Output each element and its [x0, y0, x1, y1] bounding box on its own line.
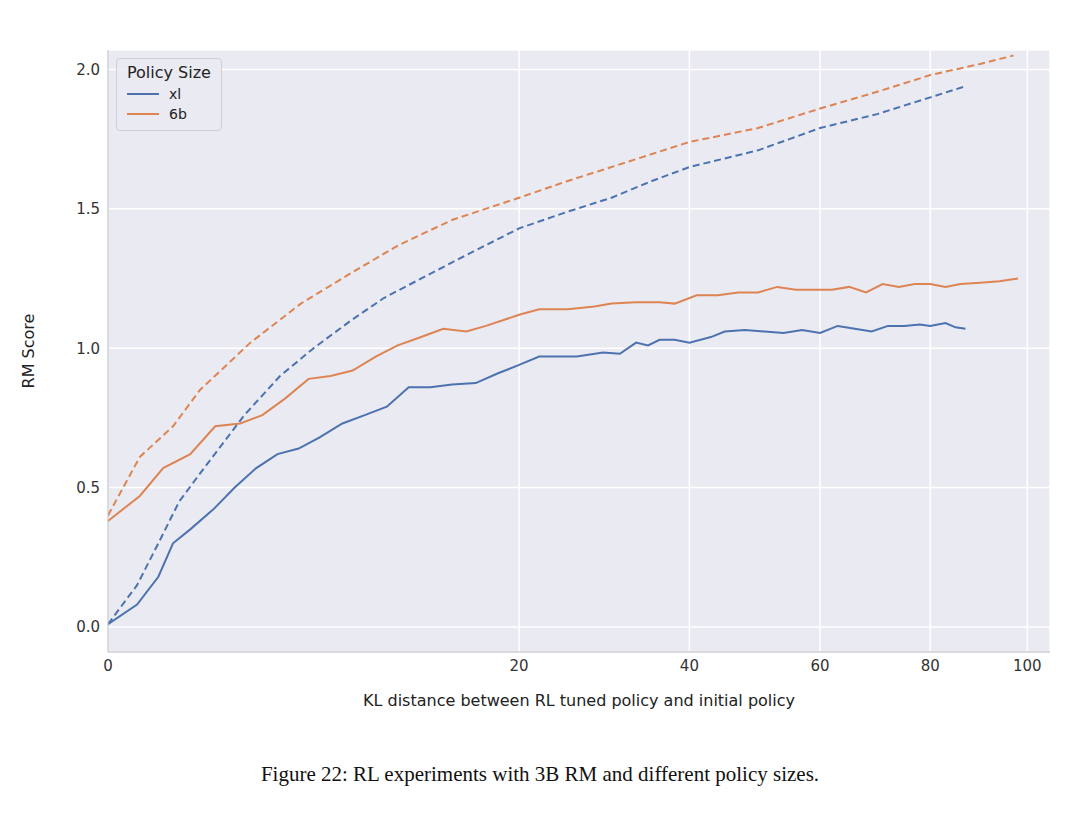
svg-text:20: 20: [510, 657, 529, 675]
html-text:Figure 22: RL experiments with: Figure 22: RL experiments with 3B RM and…: [260, 762, 820, 786]
svg-text:0: 0: [103, 657, 113, 675]
svg-text:2.0: 2.0: [76, 61, 100, 79]
svg-text:100: 100: [1013, 657, 1042, 675]
svg-text:0.5: 0.5: [76, 479, 100, 497]
svg-text:RM Score: RM Score: [19, 314, 38, 389]
svg-text:KL distance between RL tuned p: KL distance between RL tuned policy and …: [363, 691, 795, 710]
svg-text:1.0: 1.0: [76, 340, 100, 358]
svg-text:40: 40: [680, 657, 699, 675]
svg-text:1.5: 1.5: [76, 200, 100, 218]
html-text:Policy Size: Policy Size: [127, 63, 211, 82]
svg-text:60: 60: [811, 657, 830, 675]
svg-text:0.0: 0.0: [76, 618, 100, 636]
html-text:6b: 6b: [169, 106, 187, 122]
html-text:xl: xl: [169, 86, 182, 102]
svg-text:80: 80: [921, 657, 940, 675]
